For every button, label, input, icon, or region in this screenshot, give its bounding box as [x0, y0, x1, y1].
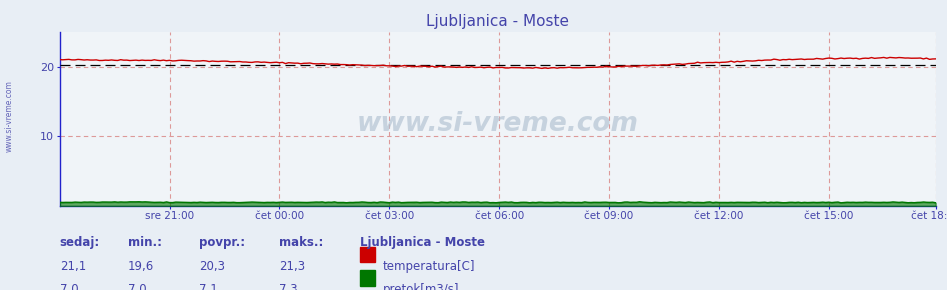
Text: maks.:: maks.:	[279, 236, 324, 249]
Text: pretok[m3/s]: pretok[m3/s]	[383, 283, 459, 290]
Text: povpr.:: povpr.:	[199, 236, 245, 249]
Text: temperatura[C]: temperatura[C]	[383, 260, 475, 273]
Text: min.:: min.:	[128, 236, 162, 249]
Text: 21,3: 21,3	[279, 260, 306, 273]
Text: 21,1: 21,1	[60, 260, 86, 273]
Text: Ljubljanica - Moste: Ljubljanica - Moste	[360, 236, 485, 249]
Title: Ljubljanica - Moste: Ljubljanica - Moste	[426, 14, 569, 29]
Text: 20,3: 20,3	[199, 260, 224, 273]
Text: 19,6: 19,6	[128, 260, 154, 273]
Text: 7,3: 7,3	[279, 283, 298, 290]
Text: 7,0: 7,0	[60, 283, 79, 290]
Text: www.si-vreme.com: www.si-vreme.com	[357, 111, 638, 137]
Text: 7,1: 7,1	[199, 283, 218, 290]
Text: sedaj:: sedaj:	[60, 236, 100, 249]
Text: 7,0: 7,0	[128, 283, 147, 290]
Text: www.si-vreme.com: www.si-vreme.com	[5, 80, 14, 152]
